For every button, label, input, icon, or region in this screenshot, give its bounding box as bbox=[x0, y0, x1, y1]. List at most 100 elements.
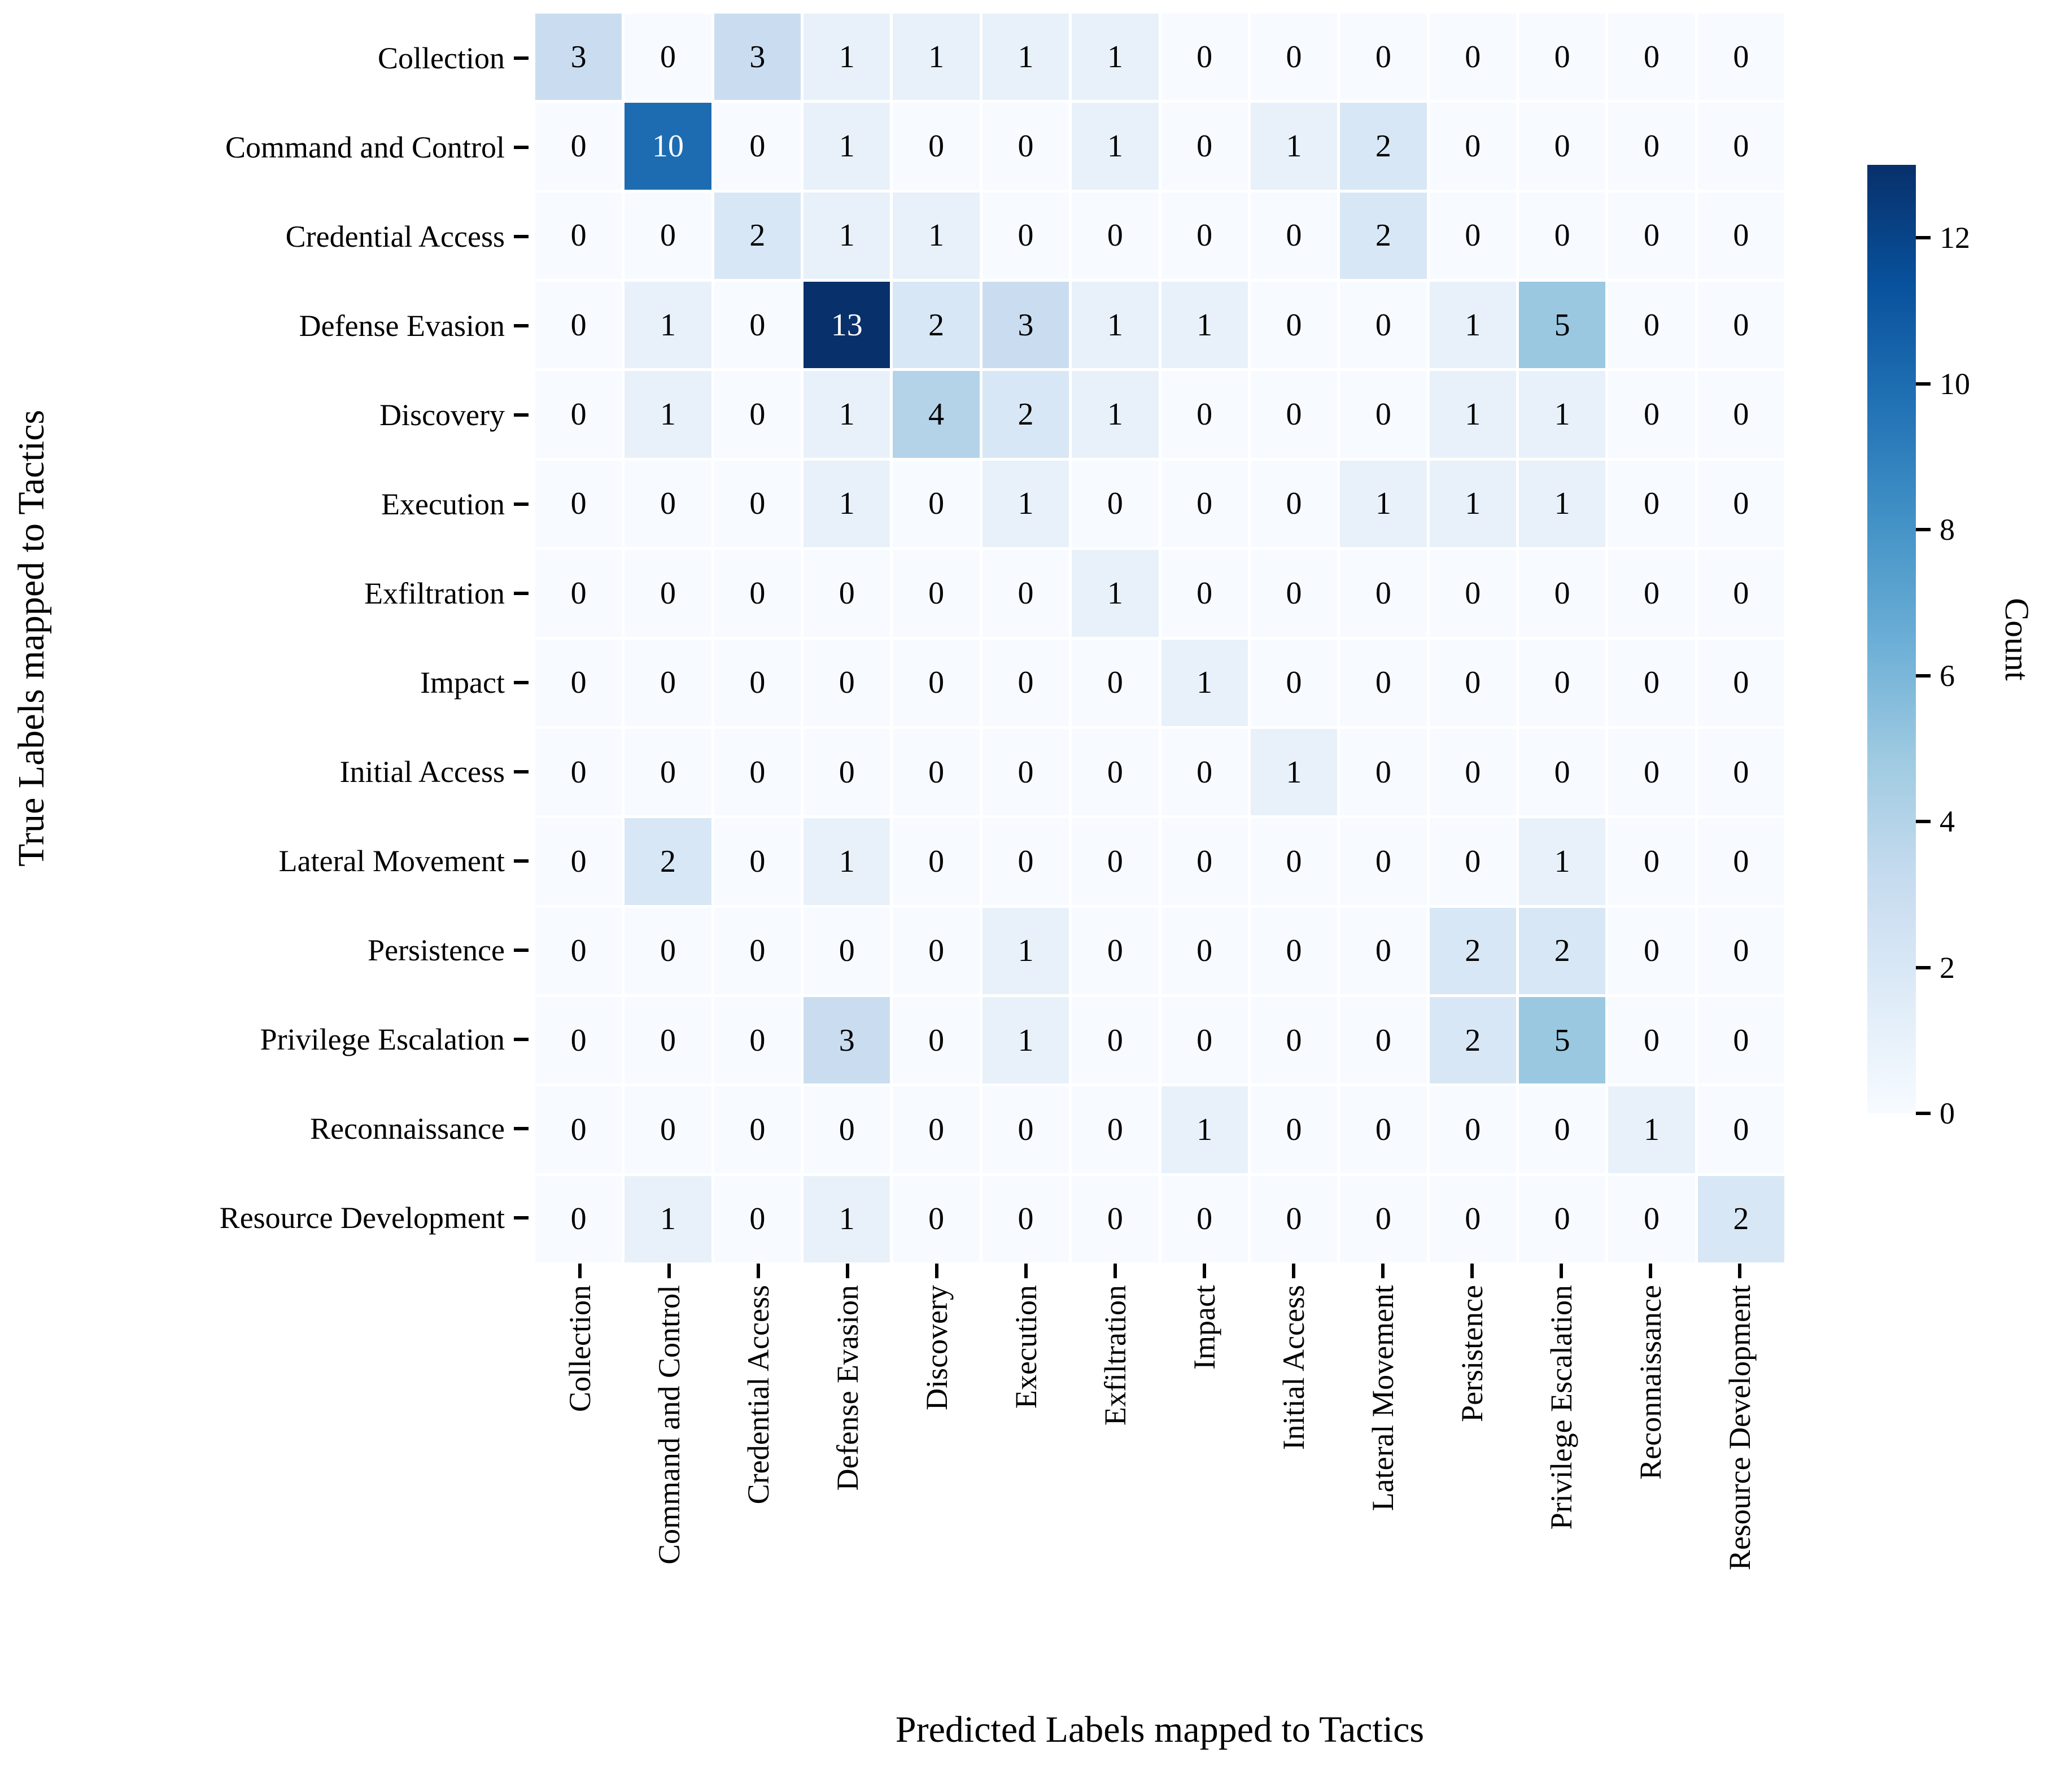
heatmap-cell: 2 bbox=[1429, 996, 1516, 1084]
y-tick-label-text: Impact bbox=[420, 666, 505, 700]
heatmap-cell: 0 bbox=[1429, 818, 1516, 905]
heatmap-cell: 0 bbox=[714, 371, 801, 458]
heatmap-cell: 0 bbox=[1072, 818, 1159, 905]
heatmap-cell: 0 bbox=[625, 460, 711, 548]
y-tick-mark bbox=[514, 235, 529, 238]
heatmap-cell: 0 bbox=[893, 550, 980, 637]
x-tick-label-text: Discovery bbox=[920, 1285, 954, 1410]
heatmap-cell: 0 bbox=[714, 460, 801, 548]
y-tick-label: Exfiltration bbox=[0, 549, 535, 638]
heatmap-cell: 0 bbox=[1340, 371, 1427, 458]
colorbar-tick-mark bbox=[1916, 236, 1931, 240]
heatmap-cell: 0 bbox=[1697, 282, 1784, 369]
y-tick-label: Reconnaissance bbox=[0, 1084, 535, 1173]
heatmap-cell: 0 bbox=[1072, 996, 1159, 1084]
heatmap-cell: 1 bbox=[625, 1175, 711, 1262]
heatmap-cell: 0 bbox=[1250, 818, 1338, 905]
x-tick-label-text: Initial Access bbox=[1277, 1285, 1311, 1450]
heatmap-cell: 1 bbox=[1161, 1086, 1248, 1173]
heatmap-cell: 3 bbox=[804, 996, 890, 1084]
heatmap-cell: 1 bbox=[1161, 639, 1248, 726]
colorbar: 0 2 4 6 8 10 12 bbox=[1867, 165, 1970, 1129]
y-tick-mark bbox=[514, 681, 529, 684]
x-tick-label: Resource Development bbox=[1695, 1264, 1784, 1659]
y-tick-labels: Collection Command and Control Credential … bbox=[0, 14, 535, 1262]
y-tick-label-text: Discovery bbox=[379, 398, 505, 432]
heatmap-cell: 0 bbox=[1161, 550, 1248, 637]
x-tick-mark bbox=[1560, 1264, 1563, 1278]
heatmap-cell: 1 bbox=[1072, 103, 1159, 190]
y-tick-label: Defense Evasion bbox=[0, 281, 535, 370]
heatmap-cell: 0 bbox=[1429, 1175, 1516, 1262]
heatmap-cell: 0 bbox=[1161, 1175, 1248, 1262]
heatmap-cell: 2 bbox=[982, 371, 1069, 458]
heatmap-cell: 0 bbox=[714, 282, 801, 369]
heatmap-cell: 0 bbox=[893, 818, 980, 905]
heatmap-cell: 0 bbox=[1340, 907, 1427, 994]
x-tick-mark bbox=[1113, 1264, 1117, 1278]
heatmap-cell: 1 bbox=[1429, 282, 1516, 369]
heatmap-cell: 0 bbox=[1697, 996, 1784, 1084]
x-tick-label: Execution bbox=[981, 1264, 1071, 1659]
y-tick-mark bbox=[514, 56, 529, 60]
y-tick-label-text: Lateral Movement bbox=[278, 844, 505, 878]
x-tick-label-text: Execution bbox=[1009, 1285, 1043, 1409]
heatmap-cell: 0 bbox=[1161, 907, 1248, 994]
colorbar-tick-mark bbox=[1916, 965, 1931, 969]
y-tick-label: Impact bbox=[0, 638, 535, 727]
heatmap-cell: 0 bbox=[804, 728, 890, 816]
heatmap-cell: 0 bbox=[1250, 282, 1338, 369]
heatmap-cell: 0 bbox=[1518, 639, 1606, 726]
y-tick-label: Persistence bbox=[0, 906, 535, 995]
y-tick-label-text: Initial Access bbox=[339, 755, 505, 789]
heatmap-cell: 0 bbox=[1072, 728, 1159, 816]
heatmap-cell: 1 bbox=[804, 103, 890, 190]
heatmap-cell: 0 bbox=[1697, 728, 1784, 816]
heatmap-cell: 0 bbox=[1608, 371, 1695, 458]
heatmap-cell: 0 bbox=[893, 907, 980, 994]
y-tick-label: Privilege Escalation bbox=[0, 995, 535, 1084]
x-tick-label-text: Reconnaissance bbox=[1634, 1285, 1667, 1480]
x-tick-label: Initial Access bbox=[1249, 1264, 1338, 1659]
heatmap-cell: 0 bbox=[1250, 1086, 1338, 1173]
y-tick-label-text: Privilege Escalation bbox=[260, 1022, 505, 1056]
x-tick-label: Command and Control bbox=[625, 1264, 714, 1659]
heatmap-cell: 2 bbox=[1518, 907, 1606, 994]
colorbar-tick-label: 6 bbox=[1940, 658, 1955, 693]
heatmap-cell: 0 bbox=[893, 1086, 980, 1173]
heatmap-cell: 0 bbox=[893, 728, 980, 816]
heatmap-cell: 0 bbox=[1250, 460, 1338, 548]
y-tick-label: Collection bbox=[0, 14, 535, 103]
y-tick-label-text: Command and Control bbox=[225, 130, 505, 164]
heatmap-cell: 0 bbox=[535, 907, 622, 994]
x-tick-label-text: Collection bbox=[563, 1285, 597, 1412]
y-tick-label-text: Reconnaissance bbox=[310, 1112, 505, 1146]
x-tick-label-text: Impact bbox=[1187, 1285, 1221, 1370]
y-tick-mark bbox=[514, 1216, 529, 1220]
heatmap-cell: 0 bbox=[1340, 639, 1427, 726]
heatmap-cell: 0 bbox=[1518, 1175, 1606, 1262]
y-tick-mark bbox=[514, 146, 529, 149]
x-tick-mark bbox=[1381, 1264, 1385, 1278]
x-axis-title: Predicted Labels mapped to Tactics bbox=[895, 1709, 1425, 1750]
x-tick-mark bbox=[1470, 1264, 1474, 1278]
heatmap-cell: 5 bbox=[1518, 996, 1606, 1084]
y-tick-mark bbox=[514, 324, 529, 327]
heatmap-cell: 0 bbox=[1518, 550, 1606, 637]
heatmap-cell: 2 bbox=[1429, 907, 1516, 994]
heatmap-cell: 1 bbox=[804, 14, 890, 100]
heatmap-cell: 0 bbox=[535, 728, 622, 816]
heatmap-cell: 1 bbox=[982, 14, 1069, 100]
heatmap-cell: 0 bbox=[982, 550, 1069, 637]
heatmap-cell: 1 bbox=[982, 996, 1069, 1084]
heatmap-cell: 1 bbox=[1518, 818, 1606, 905]
heatmap-cell: 0 bbox=[535, 282, 622, 369]
heatmap-cell: 2 bbox=[1340, 192, 1427, 279]
heatmap-cell: 0 bbox=[1429, 550, 1516, 637]
y-tick-label-text: Defense Evasion bbox=[299, 309, 505, 343]
heatmap-cell: 0 bbox=[893, 996, 980, 1084]
colorbar-label: Count bbox=[1998, 597, 2036, 681]
heatmap-cell: 0 bbox=[1697, 460, 1784, 548]
y-tick-mark bbox=[514, 413, 529, 417]
